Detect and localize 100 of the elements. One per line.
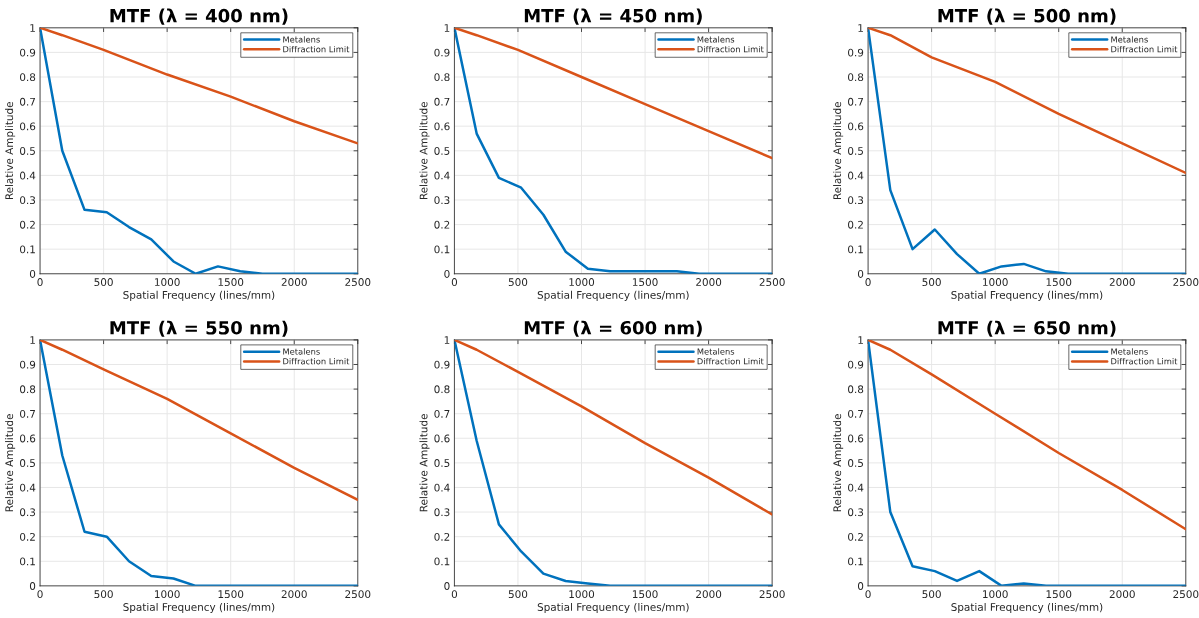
y-tick-label: 0.3 — [848, 196, 864, 205]
y-tick-label: 0.2 — [20, 532, 35, 541]
chart-title: MTF (λ = 600 nm) — [524, 320, 702, 337]
y-tick-label: 0.7 — [20, 409, 35, 418]
x-tick-label: 500 — [508, 278, 528, 286]
y-tick-label: 0 — [857, 270, 864, 278]
x-tick-label: 1500 — [1046, 590, 1072, 599]
y-tick-label: 0.1 — [20, 245, 35, 254]
x-tick-label: 1000 — [569, 278, 595, 286]
legend-label: Diffraction Limit — [1111, 357, 1178, 365]
y-tick-label: 0.8 — [434, 73, 450, 82]
y-tick-label: 0.8 — [20, 385, 36, 394]
x-tick-label: 1500 — [632, 278, 658, 286]
legend-label: Metalens — [283, 348, 320, 355]
y-tick-label: 0.9 — [434, 360, 450, 369]
x-tick-label: 2000 — [1109, 278, 1135, 286]
y-tick-label: 0.3 — [20, 508, 36, 517]
y-tick-label: 0.6 — [848, 434, 864, 443]
x-tick-label: 0 — [37, 278, 43, 286]
y-tick-label: 0.6 — [434, 122, 450, 131]
y-tick-label: 0.7 — [848, 409, 864, 418]
y-tick-label: 0.5 — [434, 147, 450, 155]
y-tick-label: 0.5 — [20, 459, 35, 467]
y-tick-label: 1 — [858, 24, 863, 32]
x-tick-label: 0 — [451, 590, 458, 599]
y-tick-label: 0 — [444, 582, 450, 590]
x-tick-label: 500 — [922, 590, 941, 599]
y-tick-label: 0.5 — [20, 147, 35, 155]
y-tick-label: 0.4 — [848, 483, 864, 492]
y-tick-label: 1 — [30, 24, 35, 32]
y-tick-label: 0.9 — [848, 360, 864, 369]
y-tick-label: 1 — [444, 336, 450, 344]
y-tick-label: 0.9 — [20, 360, 36, 369]
x-tick-label: 2500 — [345, 278, 371, 286]
chart-title: MTF (λ = 450 nm) — [524, 8, 702, 25]
y-axis-title: Relative Amplitude — [5, 102, 16, 200]
y-tick-label: 0.9 — [848, 48, 864, 57]
x-axis-title: Spatial Frequency (lines/mm) — [537, 290, 689, 301]
y-axis-title: Relative Amplitude — [833, 102, 844, 200]
x-tick-label: 500 — [94, 590, 113, 599]
y-tick-label: 0.4 — [20, 483, 36, 492]
x-tick-label: 1500 — [1046, 278, 1072, 286]
x-tick-label: 0 — [865, 590, 871, 599]
y-tick-label: 0.3 — [848, 508, 864, 517]
y-tick-label: 0.7 — [848, 97, 864, 106]
y-tick-label: 0 — [444, 270, 450, 278]
x-tick-label: 2000 — [696, 278, 722, 286]
y-tick-label: 0.2 — [848, 220, 863, 229]
y-tick-label: 0.6 — [848, 122, 864, 131]
x-tick-label: 2500 — [1173, 278, 1199, 286]
legend-label: Diffraction Limit — [697, 45, 764, 53]
x-tick-label: 2500 — [759, 590, 785, 599]
y-tick-label: 0.4 — [434, 171, 450, 180]
y-tick-label: 0.6 — [434, 434, 450, 443]
legend-label: Diffraction Limit — [283, 357, 350, 365]
y-tick-label: 0.8 — [434, 385, 450, 394]
chart-title: MTF (λ = 500 nm) — [938, 8, 1116, 25]
x-tick-label: 2500 — [1173, 590, 1199, 599]
y-tick-label: 0.3 — [20, 196, 36, 205]
x-tick-label: 0 — [451, 278, 458, 286]
legend-label: Metalens — [283, 36, 320, 43]
y-tick-label: 0.9 — [20, 48, 36, 57]
y-tick-label: 1 — [30, 336, 35, 344]
y-tick-label: 0.1 — [848, 245, 863, 254]
x-tick-label: 1000 — [983, 278, 1008, 286]
x-tick-label: 2500 — [345, 590, 371, 599]
y-tick-label: 0.7 — [20, 97, 35, 106]
x-axis-title: Spatial Frequency (lines/mm) — [537, 602, 689, 613]
y-tick-label: 0.8 — [20, 73, 36, 82]
x-tick-label: 1500 — [632, 590, 658, 599]
x-tick-label: 2000 — [281, 590, 307, 599]
x-tick-label: 1500 — [218, 590, 244, 599]
y-tick-label: 0.7 — [434, 409, 450, 418]
x-tick-label: 1000 — [569, 590, 595, 599]
y-tick-label: 0 — [29, 582, 36, 590]
legend-label: Metalens — [697, 348, 735, 355]
y-tick-label: 0.4 — [20, 171, 36, 180]
x-tick-label: 2000 — [696, 590, 722, 599]
y-tick-label: 0.7 — [434, 97, 450, 106]
chart-title: MTF (λ = 650 nm) — [938, 320, 1116, 337]
legend-label: Diffraction Limit — [283, 45, 350, 53]
y-axis-title: Relative Amplitude — [5, 414, 16, 512]
y-tick-label: 0.4 — [848, 171, 864, 180]
y-axis-title: Relative Amplitude — [833, 414, 844, 512]
y-axis-title: Relative Amplitude — [419, 102, 430, 200]
y-tick-label: 1 — [444, 24, 450, 32]
x-tick-label: 1000 — [983, 590, 1008, 599]
x-axis-title: Spatial Frequency (lines/mm) — [123, 290, 275, 301]
chart-title: MTF (λ = 400 nm) — [110, 8, 288, 25]
y-tick-label: 0.9 — [434, 48, 450, 57]
legend-label: Metalens — [697, 36, 735, 43]
x-tick-label: 2500 — [759, 278, 785, 286]
y-tick-label: 0.3 — [434, 196, 450, 205]
legend-label: Diffraction Limit — [1111, 45, 1178, 53]
y-tick-label: 0 — [29, 270, 36, 278]
y-tick-label: 0.1 — [434, 245, 450, 254]
y-tick-label: 0.2 — [434, 220, 450, 229]
y-tick-label: 0.4 — [434, 483, 450, 492]
y-tick-label: 0.5 — [848, 147, 863, 155]
x-tick-label: 1000 — [155, 590, 180, 599]
